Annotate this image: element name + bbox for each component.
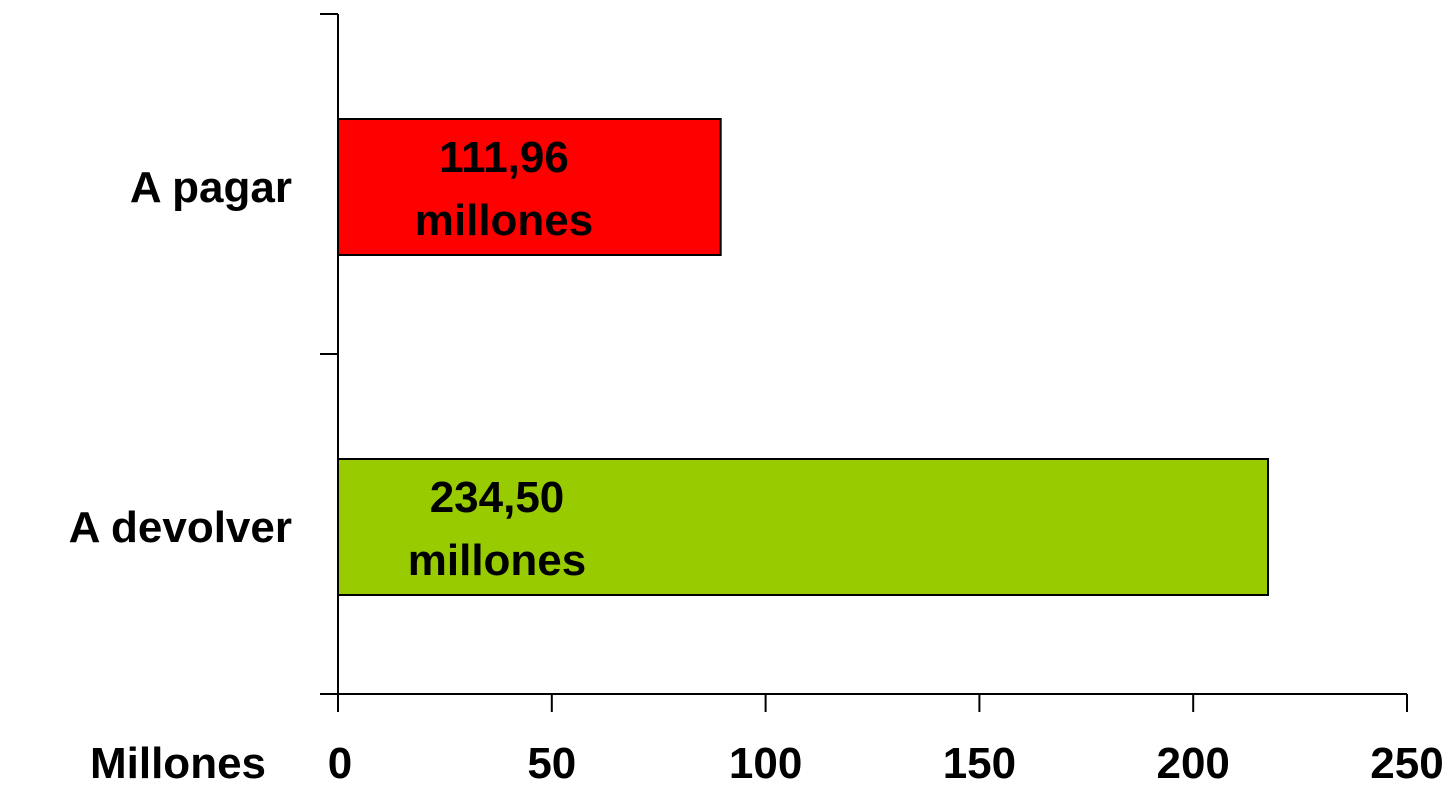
category-labels-group: A pagar A devolver xyxy=(69,163,292,552)
bar-0 xyxy=(337,118,722,256)
bar-data-label: millones xyxy=(408,536,587,585)
bar-data-label: millones xyxy=(415,196,594,245)
x-tick-label: 200 xyxy=(1156,739,1229,788)
axes-group xyxy=(320,13,1408,712)
x-tick-label: 100 xyxy=(729,739,802,788)
x-tick-label: 250 xyxy=(1370,739,1443,788)
bar-data-label: 234,50 xyxy=(430,473,565,522)
x-axis-title: Millones xyxy=(90,739,266,788)
bar-data-label: 111,96 xyxy=(439,133,569,182)
category-label: A pagar xyxy=(130,163,292,212)
bar-1 xyxy=(337,458,1270,596)
data-labels-group: 111,96 millones 234,50 millones xyxy=(408,133,594,585)
x-tick-label: 0 xyxy=(328,739,352,788)
x-tick-label: 150 xyxy=(943,739,1016,788)
tick-labels-group: 0 50 100 150 200 250 xyxy=(328,739,1444,788)
bars-group xyxy=(337,118,1270,596)
category-label: A devolver xyxy=(69,503,292,552)
x-tick-label: 50 xyxy=(527,739,576,788)
